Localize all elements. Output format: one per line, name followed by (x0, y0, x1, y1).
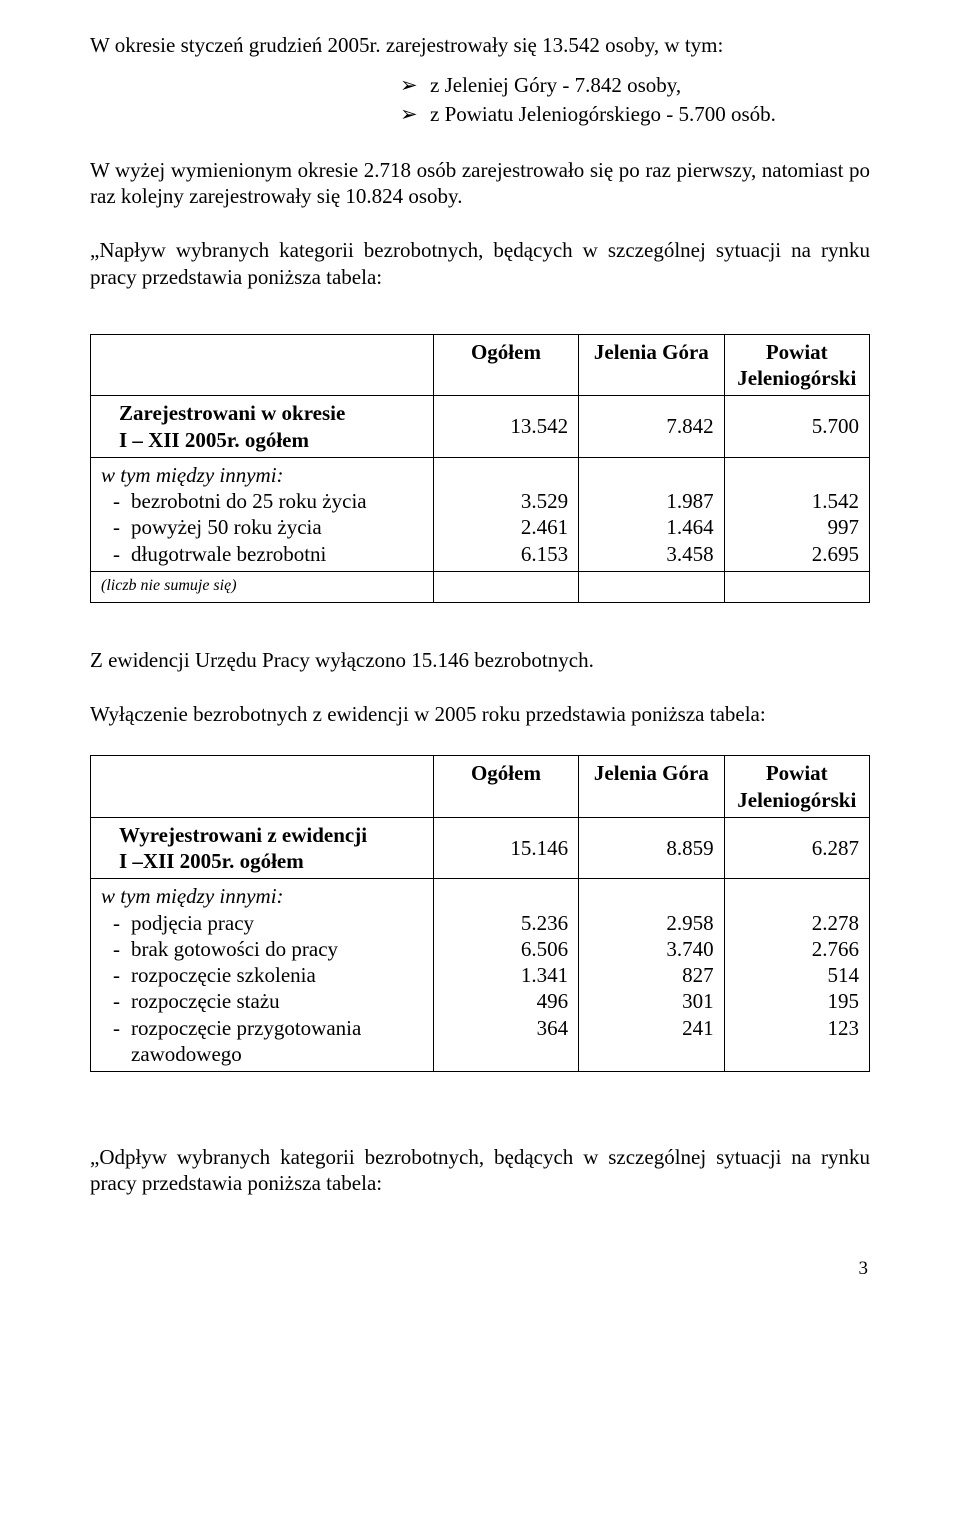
cell-value: 6.287 (724, 817, 869, 879)
list-item: długotrwale bezrobotni (113, 541, 423, 567)
row-label: Wyrejestrowani z ewidencji I –XII 2005r.… (91, 817, 434, 879)
cell-value: 2.278 2.766 514 195 123 (724, 879, 869, 1072)
bullet-item: z Powiatu Jeleniogórskiego - 5.700 osób. (400, 101, 870, 127)
col-header: Jelenia Góra (579, 334, 724, 396)
col-header: Jelenia Góra (579, 756, 724, 818)
para-outflow-categories: „Odpływ wybranych kategorii bezrobotnych… (90, 1144, 870, 1197)
table-header-row: Ogółem Jelenia Góra Powiat Jeleniogórski (91, 334, 870, 396)
row-label: w tym między innymi: bezrobotni do 25 ro… (91, 457, 434, 571)
bullet-list-sources: z Jeleniej Góry - 7.842 osoby, z Powiatu… (400, 72, 870, 127)
col-header: Ogółem (433, 334, 578, 396)
list-item: bezrobotni do 25 roku życia (113, 488, 423, 514)
cell-value: 7.842 (579, 396, 724, 458)
cell-value: 15.146 (433, 817, 578, 879)
para-inflow-intro: „Napływ wybranych kategorii bezrobotnych… (90, 237, 870, 290)
list-item: rozpoczęcie stażu (113, 988, 423, 1014)
cell-value: 2.958 3.740 827 301 241 (579, 879, 724, 1072)
para-intro: W okresie styczeń grudzień 2005r. zareje… (90, 32, 870, 58)
table-row: Zarejestrowani w okresie I – XII 2005r. … (91, 396, 870, 458)
table-outflow: Ogółem Jelenia Góra Powiat Jeleniogórski… (90, 755, 870, 1072)
para-removed-count: Z ewidencji Urzędu Pracy wyłączono 15.14… (90, 647, 870, 673)
col-header: Powiat Jeleniogórski (724, 756, 869, 818)
cell-value: 3.529 2.461 6.153 (433, 457, 578, 571)
table-row: Wyrejestrowani z ewidencji I –XII 2005r.… (91, 817, 870, 879)
list-item: podjęcia pracy (113, 910, 423, 936)
para-register-counts: W wyżej wymienionym okresie 2.718 osób z… (90, 157, 870, 210)
row-label: Zarejestrowani w okresie I – XII 2005r. … (91, 396, 434, 458)
col-header: Powiat Jeleniogórski (724, 334, 869, 396)
col-header: Ogółem (433, 756, 578, 818)
cell-value: 1.987 1.464 3.458 (579, 457, 724, 571)
cell-value: 13.542 (433, 396, 578, 458)
table-footnote: (liczb nie sumuje się) (91, 571, 434, 602)
row-label: w tym między innymi: podjęcia pracy brak… (91, 879, 434, 1072)
table-footnote-row: (liczb nie sumuje się) (91, 571, 870, 602)
table-row: w tym między innymi: podjęcia pracy brak… (91, 879, 870, 1072)
table-header-row: Ogółem Jelenia Góra Powiat Jeleniogórski (91, 756, 870, 818)
list-item: powyżej 50 roku życia (113, 514, 423, 540)
page-number: 3 (90, 1257, 870, 1281)
cell-value: 5.236 6.506 1.341 496 364 (433, 879, 578, 1072)
cell-value: 5.700 (724, 396, 869, 458)
table-row: w tym między innymi: bezrobotni do 25 ro… (91, 457, 870, 571)
table-inflow: Ogółem Jelenia Góra Powiat Jeleniogórski… (90, 334, 870, 603)
cell-value: 1.542 997 2.695 (724, 457, 869, 571)
list-item: brak gotowości do pracy (113, 936, 423, 962)
list-item: rozpoczęcie przygotowania zawodowego (113, 1015, 423, 1068)
bullet-item: z Jeleniej Góry - 7.842 osoby, (400, 72, 870, 98)
list-item: rozpoczęcie szkolenia (113, 962, 423, 988)
para-outflow-intro: Wyłączenie bezrobotnych z ewidencji w 20… (90, 701, 870, 727)
cell-value: 8.859 (579, 817, 724, 879)
